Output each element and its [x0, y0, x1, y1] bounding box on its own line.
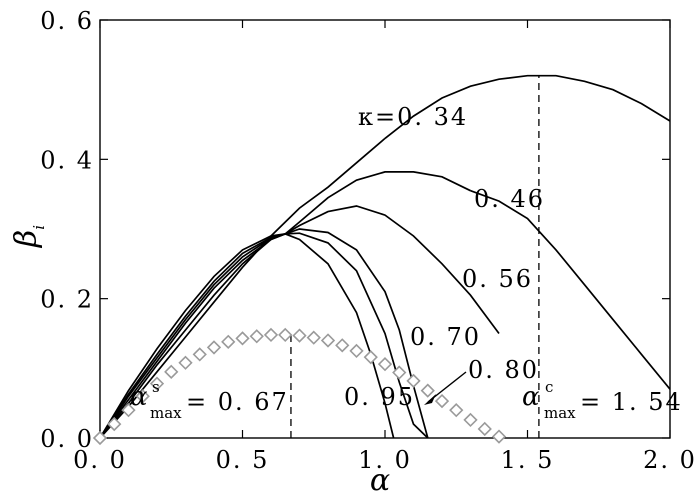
- x-tick-label: 0. 5: [216, 446, 270, 474]
- diamond-marker: [235, 331, 250, 346]
- svg-text:= 0. 67: = 0. 67: [186, 388, 289, 416]
- series-line: [384, 74, 671, 140]
- x-tick-label: 0. 0: [73, 446, 127, 474]
- diamond-marker: [335, 338, 350, 353]
- kappa-label: κ=0. 34: [358, 103, 468, 131]
- diamond-marker: [107, 416, 122, 432]
- y-tick-label: 0. 2: [40, 286, 94, 314]
- diamond-marker: [463, 412, 478, 428]
- x-tick-label: 2. 0: [643, 446, 697, 474]
- diamond-marker: [349, 343, 364, 359]
- plot-frame: [99, 19, 671, 439]
- diamond-marker: [420, 383, 435, 398]
- diamond-marker: [221, 334, 236, 349]
- label-0-70: 0. 70: [410, 323, 481, 351]
- label-0-95: 0. 95: [344, 383, 415, 411]
- svg-text:α: α: [130, 382, 148, 412]
- diamond-marker: [363, 350, 378, 365]
- x-tick-label: 1. 5: [501, 446, 555, 474]
- diamond-markers: [92, 327, 507, 446]
- label-0-56: 0. 56: [462, 265, 533, 293]
- diamond-marker: [178, 355, 193, 370]
- reference-lines: [290, 75, 540, 438]
- y-tick-label: 0. 0: [40, 425, 94, 453]
- svg-text:= 1. 54: = 1. 54: [580, 388, 683, 416]
- series-line: [99, 233, 395, 439]
- diamond-marker: [249, 329, 264, 344]
- diamond-marker: [164, 364, 179, 379]
- diamond-marker: [449, 403, 464, 418]
- diamond-marker: [206, 340, 222, 355]
- diamond-marker: [491, 429, 507, 444]
- diamond-marker: [121, 403, 136, 418]
- svg-text:α: α: [522, 382, 540, 412]
- label-0-46: 0. 46: [474, 185, 545, 213]
- diamond-marker: [192, 347, 207, 362]
- diamond-marker: [278, 327, 293, 343]
- series-line: [470, 189, 671, 390]
- alpha-s-annotation: α s max = 0. 67: [130, 378, 289, 422]
- diamond-marker: [263, 327, 279, 343]
- x-tick-label: 1. 0: [358, 446, 412, 474]
- diamond-marker: [392, 365, 407, 380]
- x-axis-label: α: [370, 463, 390, 498]
- series-line: [99, 205, 500, 439]
- ticks: 0. 0 0. 5 1. 0 1. 5 2. 0 0. 0 0. 2 0. 4 0. 6: [40, 7, 697, 474]
- diamond-marker: [320, 333, 336, 348]
- svg-text:c: c: [545, 378, 553, 396]
- diamond-marker: [406, 373, 421, 389]
- svg-text:βi: βi: [9, 225, 48, 248]
- svg-text:s: s: [152, 378, 160, 396]
- diamond-marker: [149, 376, 165, 391]
- svg-text:max: max: [150, 404, 182, 422]
- diamond-marker: [92, 430, 108, 446]
- label-0-80: 0. 80: [468, 356, 539, 384]
- diamond-marker: [477, 421, 492, 437]
- diamond-marker: [377, 357, 393, 372]
- svg-text:max: max: [544, 404, 576, 422]
- y-tick-label: 0. 6: [40, 7, 94, 35]
- diamond-marker: [434, 393, 450, 409]
- alpha-c-annotation: α c max = 1. 54: [522, 378, 683, 422]
- y-axis-label: βi: [9, 225, 48, 248]
- axes: [99, 19, 671, 439]
- curves: [99, 74, 671, 439]
- diamond-marker: [292, 328, 307, 343]
- diamond-marker: [135, 389, 150, 404]
- arrow-0-80: [424, 371, 467, 405]
- y-tick-label: 0. 4: [40, 146, 94, 174]
- diamond-marker: [306, 330, 321, 345]
